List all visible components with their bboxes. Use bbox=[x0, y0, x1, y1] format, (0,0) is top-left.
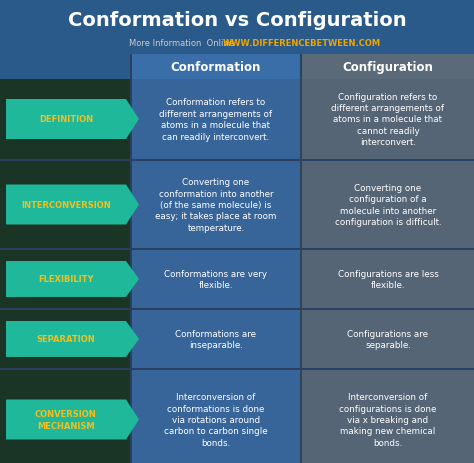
FancyBboxPatch shape bbox=[132, 80, 300, 160]
Text: INTERCONVERSION: INTERCONVERSION bbox=[21, 200, 111, 210]
FancyBboxPatch shape bbox=[0, 162, 130, 249]
FancyBboxPatch shape bbox=[132, 250, 300, 308]
Text: Conformation: Conformation bbox=[171, 61, 261, 74]
Polygon shape bbox=[6, 262, 139, 297]
Polygon shape bbox=[6, 400, 139, 439]
Text: Interconversion of
conformations is done
via rotations around
carbon to carbon s: Interconversion of conformations is done… bbox=[164, 392, 268, 447]
FancyBboxPatch shape bbox=[132, 55, 300, 80]
Text: SEPARATION: SEPARATION bbox=[36, 335, 95, 344]
Text: WWW.DIFFERENCEBETWEEN.COM: WWW.DIFFERENCEBETWEEN.COM bbox=[223, 39, 381, 49]
Text: Interconversion of
configurations is done
via x breaking and
making new chemical: Interconversion of configurations is don… bbox=[339, 392, 437, 447]
FancyBboxPatch shape bbox=[0, 250, 130, 308]
FancyBboxPatch shape bbox=[0, 0, 474, 55]
FancyBboxPatch shape bbox=[302, 370, 474, 463]
Text: Conformation refers to
different arrangements of
atoms in a molecule that
can re: Conformation refers to different arrange… bbox=[159, 98, 273, 141]
FancyBboxPatch shape bbox=[0, 55, 130, 80]
Text: Configurations are less
flexible.: Configurations are less flexible. bbox=[337, 269, 438, 289]
FancyBboxPatch shape bbox=[302, 310, 474, 368]
Text: FLEXIBILITY: FLEXIBILITY bbox=[38, 275, 94, 284]
FancyBboxPatch shape bbox=[0, 310, 130, 368]
FancyBboxPatch shape bbox=[302, 80, 474, 160]
FancyBboxPatch shape bbox=[132, 370, 300, 463]
Text: CONVERSION
MECHANISM: CONVERSION MECHANISM bbox=[35, 410, 97, 430]
Text: Configuration refers to
different arrangements of
atoms in a molecule that
canno: Configuration refers to different arrang… bbox=[331, 93, 445, 147]
Text: Conformations are very
flexible.: Conformations are very flexible. bbox=[164, 269, 267, 289]
Text: Configurations are
separable.: Configurations are separable. bbox=[347, 329, 428, 350]
FancyBboxPatch shape bbox=[302, 250, 474, 308]
FancyBboxPatch shape bbox=[132, 310, 300, 368]
Text: Converting one
configuration of a
molecule into another
configuration is difficu: Converting one configuration of a molecu… bbox=[335, 183, 441, 227]
FancyBboxPatch shape bbox=[302, 55, 474, 80]
Text: DEFINITION: DEFINITION bbox=[39, 115, 93, 124]
FancyBboxPatch shape bbox=[0, 370, 130, 463]
FancyBboxPatch shape bbox=[0, 80, 130, 160]
Polygon shape bbox=[6, 185, 139, 225]
Text: Configuration: Configuration bbox=[343, 61, 433, 74]
Text: Conformation vs Configuration: Conformation vs Configuration bbox=[68, 12, 406, 31]
FancyBboxPatch shape bbox=[302, 162, 474, 249]
Text: Conformations are
inseparable.: Conformations are inseparable. bbox=[175, 329, 256, 350]
Polygon shape bbox=[6, 100, 139, 140]
Polygon shape bbox=[6, 321, 139, 357]
FancyBboxPatch shape bbox=[132, 162, 300, 249]
Text: Converting one
conformation into another
(of the same molecule) is
easy; it take: Converting one conformation into another… bbox=[155, 178, 277, 232]
Text: More Information  Online: More Information Online bbox=[129, 39, 235, 49]
